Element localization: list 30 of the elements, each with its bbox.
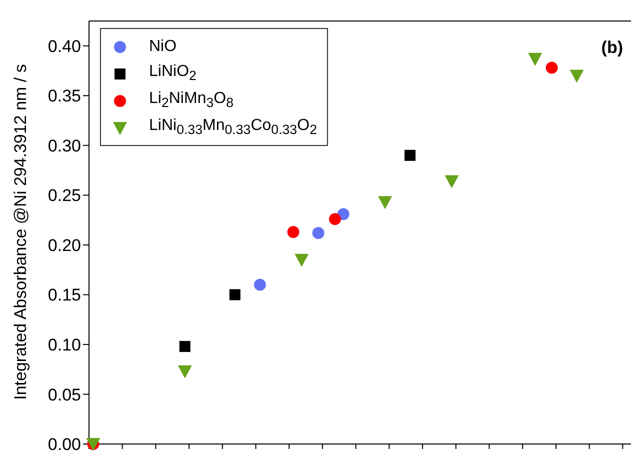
- point: [229, 289, 240, 300]
- y-tick-label: 0.15: [48, 286, 81, 305]
- y-tick-label: 0.35: [48, 86, 81, 106]
- point: [570, 70, 584, 83]
- point: [337, 208, 350, 220]
- legend-label: LiNiO$_{2}$: [149, 63, 196, 84]
- point: [254, 278, 266, 291]
- point: [179, 340, 190, 352]
- y-tick-label: 0.00: [48, 435, 81, 454]
- legend-label: LiNi$_{0.33}$Mn$_{0.33}$Co$_{0.33}$O$_{2}$: [149, 117, 317, 138]
- point: [328, 213, 341, 226]
- annotation: (b): [601, 38, 623, 58]
- y-tick-label: 0.10: [48, 336, 81, 355]
- legend-label: Li$_{2}$NiMn$_{3}$O$_{8}$: [149, 90, 234, 111]
- point: [444, 175, 459, 188]
- point: [378, 196, 392, 210]
- y-tick-label: 0.25: [48, 186, 81, 206]
- point: [287, 226, 300, 238]
- point: [528, 52, 542, 66]
- point: [404, 150, 416, 161]
- y-axis-title: Integrated Absorbance @Ni 294.3912 nm / s: [11, 64, 31, 400]
- point: [178, 365, 192, 378]
- y-tick-label: 0.20: [48, 236, 81, 255]
- point: [294, 254, 309, 267]
- point: [546, 62, 558, 74]
- legend-label: NiO: [149, 38, 177, 56]
- y-tick-label: 0.40: [48, 36, 81, 56]
- y-tick-label: 0.05: [48, 385, 81, 404]
- y-tick-label: 0.30: [48, 136, 81, 156]
- point: [312, 227, 324, 239]
